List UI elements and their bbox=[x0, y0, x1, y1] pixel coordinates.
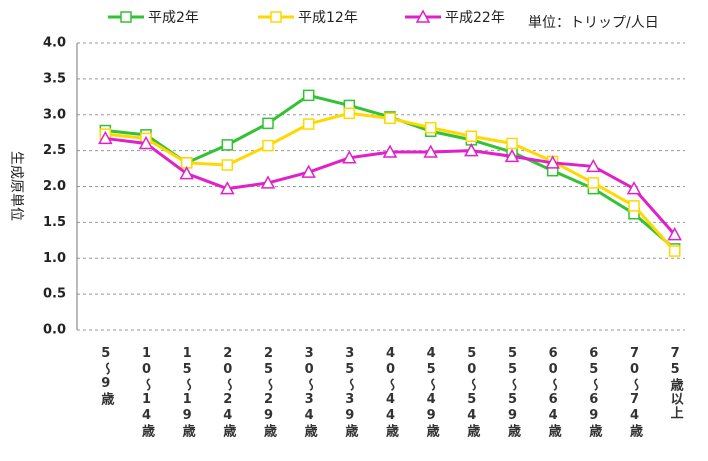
marker bbox=[221, 159, 234, 171]
marker bbox=[545, 155, 560, 169]
marker bbox=[342, 150, 357, 164]
x-tick-label: 50〜54歳 bbox=[464, 346, 480, 438]
x-tick-label: 25〜29歳 bbox=[261, 346, 276, 438]
x-tick-label: 75歳以上 bbox=[667, 346, 683, 420]
y-tick-label: 2.5 bbox=[43, 143, 66, 158]
y-tick-label: 4.0 bbox=[43, 36, 66, 51]
marker bbox=[260, 175, 276, 189]
marker bbox=[667, 227, 682, 241]
marker bbox=[138, 135, 154, 150]
marker bbox=[586, 158, 601, 173]
legend-label: 平成22年 bbox=[445, 10, 505, 26]
x-tick-label: 20〜24歳 bbox=[220, 346, 236, 438]
x-tick-label: 60〜64歳 bbox=[545, 346, 561, 438]
marker bbox=[628, 200, 640, 212]
unit-label: 単位：トリップ/人日 bbox=[528, 15, 659, 31]
marker bbox=[301, 164, 316, 178]
marker bbox=[423, 144, 438, 158]
x-tick-label: 15〜19歳 bbox=[179, 346, 195, 438]
x-tick-label: 10〜14歳 bbox=[139, 346, 154, 438]
y-tick-label: 2.0 bbox=[43, 179, 66, 194]
marker bbox=[465, 130, 478, 143]
marker bbox=[98, 130, 113, 145]
marker bbox=[504, 148, 520, 163]
marker bbox=[506, 137, 518, 150]
x-tick-label: 70〜74歳 bbox=[627, 346, 642, 438]
marker bbox=[587, 177, 600, 189]
x-tick-label: 55〜59歳 bbox=[505, 346, 520, 438]
marker bbox=[179, 166, 194, 180]
x-tick-label: 65〜69歳 bbox=[586, 346, 602, 438]
y-axis-label: 生成原単位 bbox=[8, 151, 24, 221]
x-tick-label: 45〜49歳 bbox=[423, 346, 439, 438]
legend-marker bbox=[415, 9, 431, 23]
marker bbox=[464, 143, 479, 157]
legend-marker bbox=[120, 11, 132, 23]
y-tick-label: 0.5 bbox=[43, 287, 66, 302]
y-tick-label: 1.5 bbox=[43, 215, 66, 230]
marker bbox=[220, 181, 235, 195]
x-tick-label: 35〜39歳 bbox=[342, 346, 358, 438]
marker bbox=[221, 139, 234, 151]
marker bbox=[302, 89, 315, 102]
marker bbox=[262, 117, 274, 130]
marker bbox=[343, 107, 356, 120]
marker bbox=[626, 181, 642, 195]
legend-label: 平成2年 bbox=[148, 10, 199, 26]
y-tick-label: 0.0 bbox=[43, 323, 66, 338]
marker bbox=[384, 112, 396, 125]
y-tick-label: 1.0 bbox=[43, 251, 66, 266]
marker bbox=[382, 144, 398, 158]
marker bbox=[668, 245, 681, 257]
marker bbox=[302, 118, 315, 130]
y-tick-label: 3.5 bbox=[43, 71, 66, 86]
legend-marker bbox=[270, 11, 282, 23]
y-tick-label: 3.0 bbox=[43, 107, 66, 122]
x-tick-label: 5〜9歳 bbox=[98, 346, 114, 406]
marker bbox=[262, 139, 274, 152]
legend-label: 平成12年 bbox=[298, 10, 358, 26]
x-tick-label: 30〜34歳 bbox=[301, 346, 317, 438]
marker bbox=[424, 121, 437, 134]
x-tick-label: 40〜44歳 bbox=[383, 346, 398, 438]
